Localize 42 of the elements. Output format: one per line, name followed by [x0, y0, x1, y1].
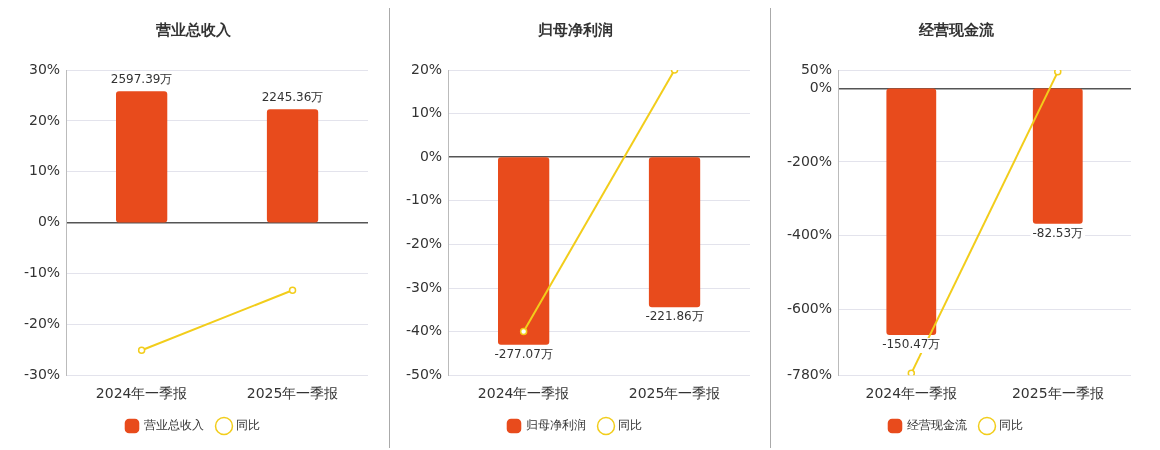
data-label: -221.86万 [645, 309, 704, 324]
y-tick-label: 10% [29, 162, 61, 179]
legend-label: 同比 [236, 418, 260, 433]
y-tick-label: -10% [406, 191, 443, 208]
y-tick-label: -200% [787, 152, 833, 169]
data-label: 2597.39万 [110, 72, 173, 87]
y-tick-label: 0% [419, 147, 443, 164]
y-tick-label: -10% [24, 264, 61, 281]
y-tick-label: -40% [406, 322, 443, 339]
y-tick-label: 20% [411, 60, 443, 77]
legend-label: 经营现金流 [907, 418, 967, 433]
y-tick-label: 20% [29, 111, 61, 128]
y-tick-label: 0% [37, 213, 61, 230]
data-label: -150.47万 [882, 337, 941, 352]
y-tick-label: 10% [411, 104, 443, 121]
legend-label: 同比 [618, 418, 642, 433]
y-tick-label: -50% [406, 365, 443, 382]
x-tick-label: 2024年一季报 [477, 385, 570, 402]
y-tick-label: -30% [406, 278, 443, 295]
chart-title: 经营现金流 [917, 20, 995, 39]
y-tick-label: 50% [800, 60, 833, 77]
x-tick-label: 2024年一季报 [865, 385, 958, 402]
data-label: -277.07万 [494, 346, 553, 361]
legend-label: 归母净利润 [526, 418, 586, 433]
y-tick-label: -780% [787, 365, 833, 382]
data-label: -82.53万 [1032, 225, 1084, 240]
y-tick-label: -30% [24, 365, 61, 382]
y-tick-label: -600% [787, 299, 833, 316]
data-label: 2245.36万 [261, 90, 324, 105]
x-tick-label: 2024年一季报 [95, 385, 188, 402]
x-tick-label: 2025年一季报 [628, 385, 721, 402]
chart-title: 营业总收入 [154, 20, 232, 39]
y-tick-label: 0% [809, 79, 833, 96]
x-tick-label: 2025年一季报 [1011, 385, 1104, 402]
x-tick-label: 2025年一季报 [246, 385, 339, 402]
legend-label: 营业总收入 [144, 418, 204, 433]
y-tick-label: -20% [24, 314, 61, 331]
chart-title: 归母净利润 [536, 20, 613, 39]
y-tick-label: 30% [29, 60, 61, 77]
y-tick-label: -20% [406, 235, 443, 252]
y-tick-label: -400% [787, 226, 833, 243]
legend-label: 同比 [999, 418, 1023, 433]
